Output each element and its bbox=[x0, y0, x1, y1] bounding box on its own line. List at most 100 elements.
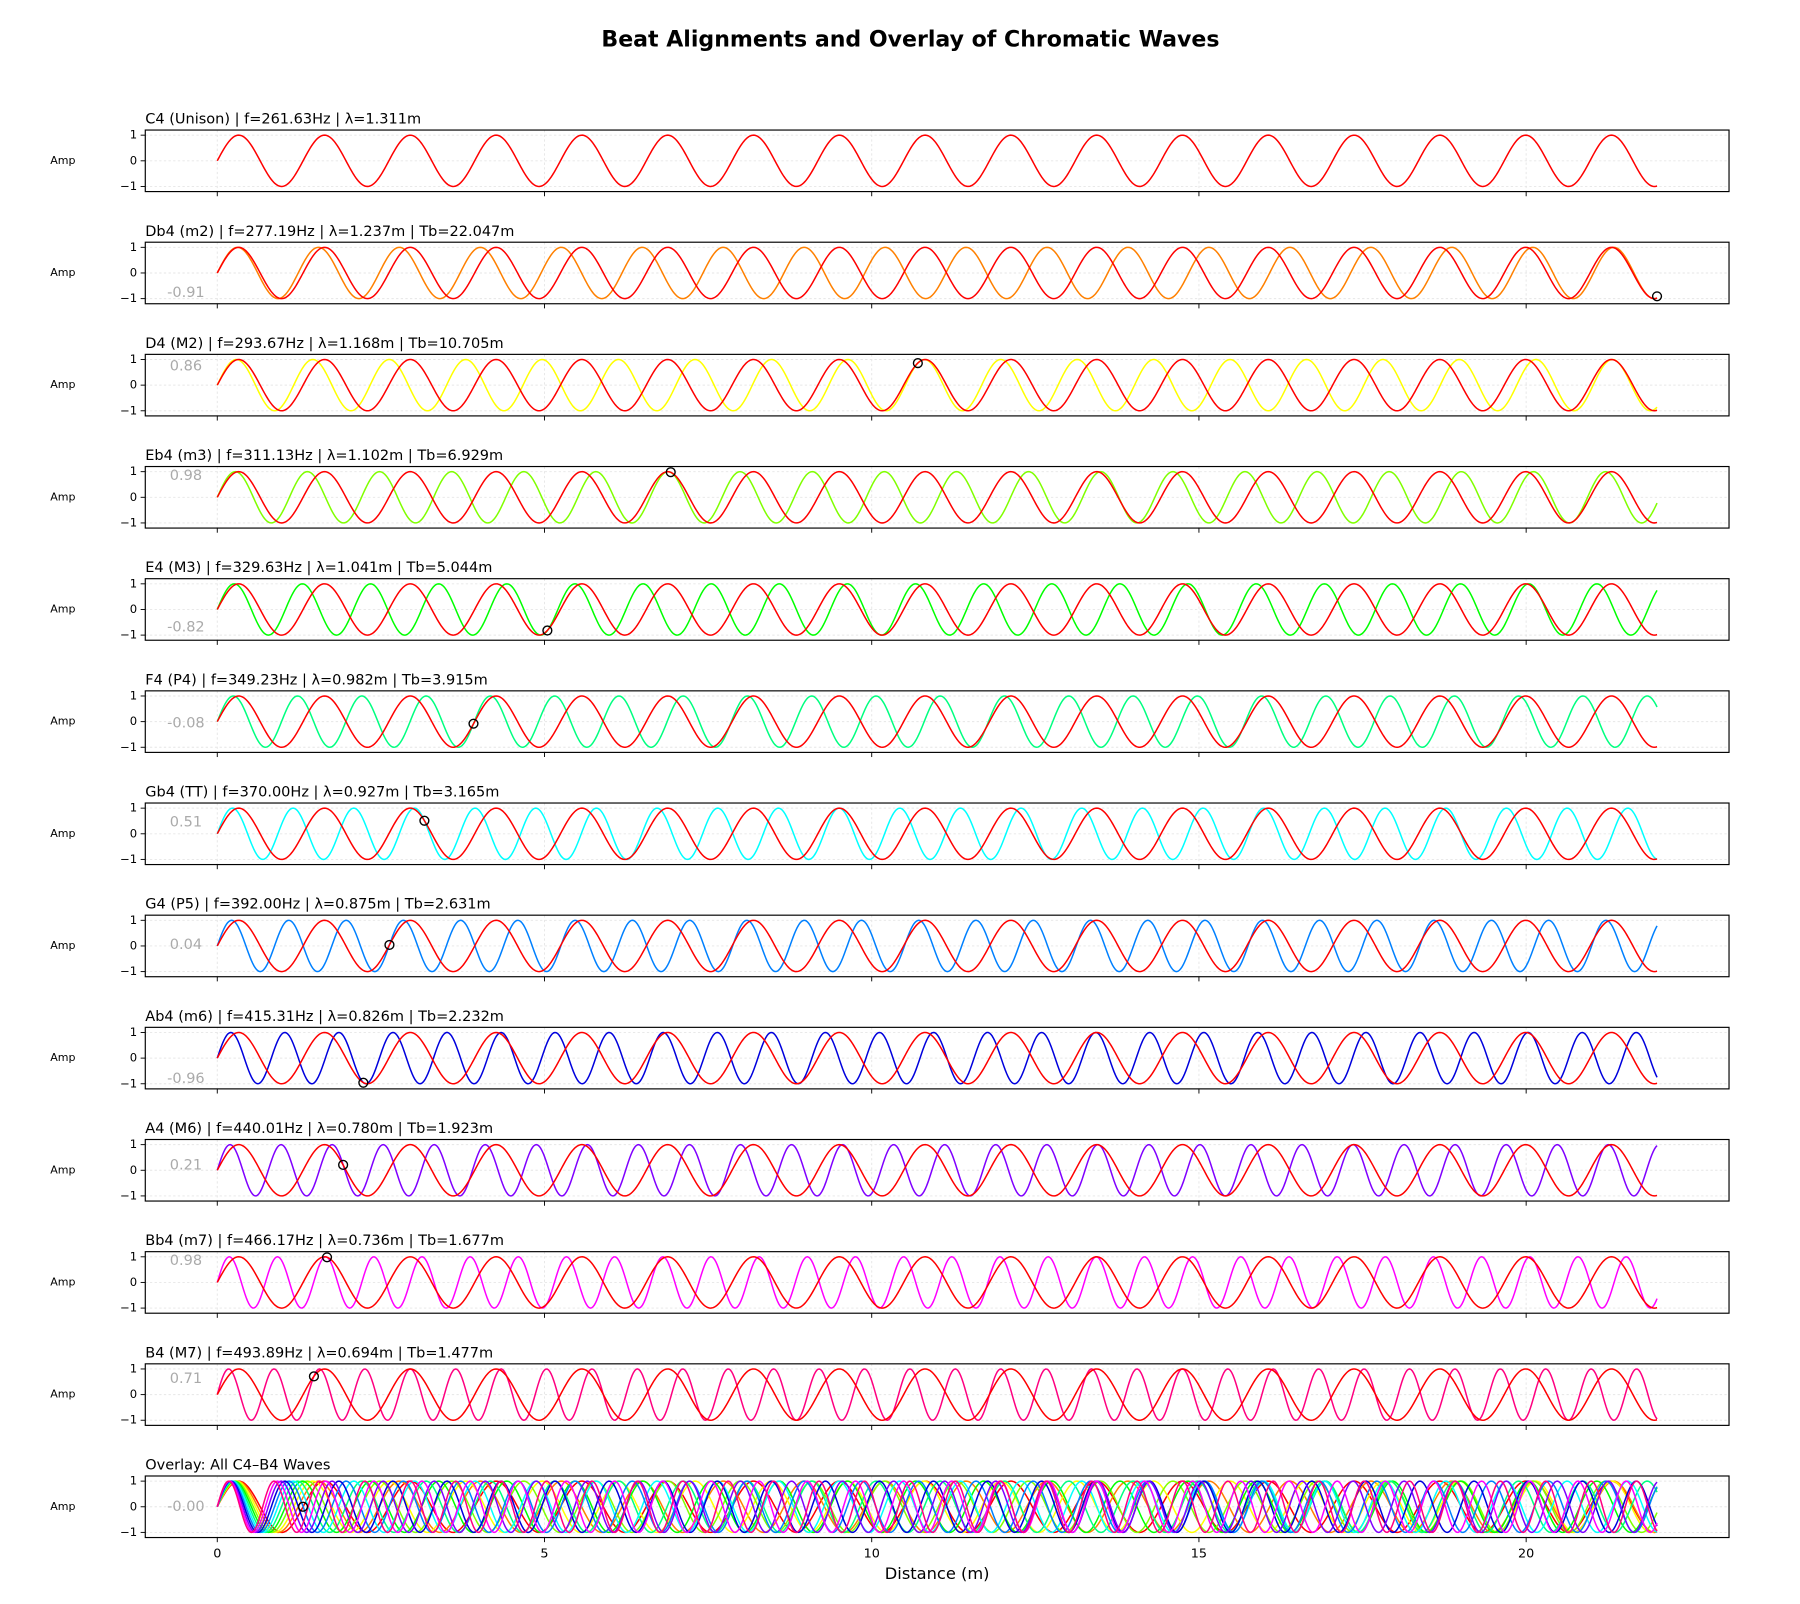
y-tick-label: 1 bbox=[130, 688, 137, 702]
y-tick-label: 0 bbox=[130, 1499, 137, 1513]
alignment-marker bbox=[419, 815, 430, 826]
subplot: Db4 (m2) | f=277.19Hz | λ=1.237m | Tb=22… bbox=[50, 224, 1730, 309]
y-axis-label: Amp bbox=[50, 939, 75, 952]
y-tick-label: −1 bbox=[120, 628, 137, 642]
y-tick-label: 1 bbox=[130, 464, 137, 478]
subplot: Eb4 (m3) | f=311.13Hz | λ=1.102m | Tb=6.… bbox=[50, 448, 1730, 533]
y-tick-label: −1 bbox=[120, 179, 137, 193]
wave-line bbox=[216, 1368, 1658, 1422]
subplot-title: F4 (P4) | f=349.23Hz | λ=0.982m | Tb=3.9… bbox=[145, 672, 488, 688]
y-axis-label: Amp bbox=[50, 1163, 75, 1176]
subplot: B4 (M7) | f=493.89Hz | λ=0.694m | Tb=1.4… bbox=[50, 1345, 1730, 1431]
subplot: Bb4 (m7) | f=466.17Hz | λ=0.736m | Tb=1.… bbox=[50, 1233, 1730, 1318]
subplot-title: Overlay: All C4–B4 Waves bbox=[145, 1458, 330, 1474]
axes-frame bbox=[144, 914, 1730, 978]
alignment-marker bbox=[358, 1077, 369, 1088]
x-axis-label: Distance (m) bbox=[885, 1564, 990, 1583]
wave-line bbox=[216, 583, 1658, 636]
subplot-title: Ab4 (m6) | f=415.31Hz | λ=0.826m | Tb=2.… bbox=[145, 1009, 504, 1025]
wave-line bbox=[216, 134, 1658, 188]
y-tick-label: 1 bbox=[130, 913, 137, 927]
axes-frame bbox=[144, 690, 1730, 753]
axes-frame bbox=[144, 578, 1730, 641]
y-tick-label: −1 bbox=[120, 740, 137, 754]
wave-line bbox=[216, 807, 1658, 861]
wave-line bbox=[216, 919, 1658, 973]
axes-frame bbox=[144, 1363, 1730, 1426]
y-axis-label: Amp bbox=[50, 827, 75, 840]
alignment-marker bbox=[1651, 291, 1663, 302]
y-tick-label: −1 bbox=[120, 1301, 137, 1315]
y-axis-label: Amp bbox=[50, 378, 75, 391]
axes-frame bbox=[144, 129, 1730, 193]
wave-line bbox=[216, 1480, 1658, 1534]
x-tick-label: 10 bbox=[864, 1546, 880, 1561]
y-tick-label: 1 bbox=[130, 801, 137, 815]
wave-line bbox=[216, 1256, 1658, 1309]
y-tick-label: −1 bbox=[120, 1525, 137, 1539]
alignment-marker bbox=[321, 1252, 333, 1263]
subplot: Gb4 (TT) | f=370.00Hz | λ=0.927m | Tb=3.… bbox=[50, 785, 1730, 870]
wave-line bbox=[216, 1480, 1658, 1534]
y-tick-label: −1 bbox=[120, 1413, 137, 1427]
y-tick-label: 0 bbox=[130, 826, 137, 840]
axes-frame bbox=[144, 1251, 1730, 1314]
wave-line bbox=[216, 470, 1658, 524]
y-tick-label: 1 bbox=[130, 128, 137, 142]
x-tick-label: 20 bbox=[1518, 1546, 1534, 1561]
y-tick-label: 0 bbox=[130, 490, 137, 504]
y-tick-label: 0 bbox=[130, 1387, 137, 1401]
axes-frame bbox=[144, 1138, 1730, 1202]
alignment-label: 0.21 bbox=[170, 1158, 202, 1174]
y-tick-label: −1 bbox=[120, 515, 137, 529]
alignment-label: 0.98 bbox=[170, 468, 202, 484]
y-axis-label: Amp bbox=[50, 715, 75, 728]
axes-frame bbox=[144, 1026, 1730, 1090]
y-axis-label: Amp bbox=[50, 1500, 75, 1513]
wave-line bbox=[216, 1256, 1658, 1309]
y-axis-label: Amp bbox=[50, 602, 75, 615]
y-tick-label: 1 bbox=[130, 1025, 137, 1039]
wave-line bbox=[216, 695, 1658, 749]
figure-title: Beat Alignments and Overlay of Chromatic… bbox=[601, 28, 1219, 53]
subplot: A4 (M6) | f=440.01Hz | λ=0.780m | Tb=1.9… bbox=[50, 1121, 1730, 1206]
alignment-marker bbox=[542, 625, 553, 636]
wave-line bbox=[216, 1031, 1658, 1085]
wave-line bbox=[216, 1480, 1658, 1534]
alignment-marker bbox=[338, 1159, 349, 1171]
subplot: G4 (P5) | f=392.00Hz | λ=0.875m | Tb=2.6… bbox=[50, 897, 1730, 982]
alignment-marker bbox=[665, 467, 676, 478]
subplot-title: Gb4 (TT) | f=370.00Hz | λ=0.927m | Tb=3.… bbox=[145, 785, 499, 801]
wave-line bbox=[216, 1480, 1658, 1534]
y-tick-label: 1 bbox=[130, 1474, 137, 1488]
subplot-title: Db4 (m2) | f=277.19Hz | λ=1.237m | Tb=22… bbox=[145, 224, 514, 240]
subplot: C4 (Unison) | f=261.63Hz | λ=1.311m Amp −1… bbox=[50, 112, 1730, 197]
wave-line bbox=[216, 695, 1658, 749]
wave-line bbox=[216, 919, 1658, 973]
wave-line bbox=[216, 807, 1658, 861]
wave-line bbox=[216, 246, 1658, 300]
axes-frame bbox=[144, 465, 1730, 529]
y-axis-label: Amp bbox=[50, 1388, 75, 1401]
subplot-title: Eb4 (m3) | f=311.13Hz | λ=1.102m | Tb=6.… bbox=[145, 448, 503, 464]
subplot-title: D4 (M2) | f=293.67Hz | λ=1.168m | Tb=10.… bbox=[145, 336, 503, 352]
axes-frame bbox=[144, 802, 1730, 866]
subplot-title: A4 (M6) | f=440.01Hz | λ=0.780m | Tb=1.9… bbox=[145, 1121, 493, 1137]
x-tick-label: 0 bbox=[213, 1546, 221, 1561]
subplot-title: B4 (M7) | f=493.89Hz | λ=0.694m | Tb=1.4… bbox=[145, 1345, 493, 1361]
wave-line bbox=[216, 470, 1658, 524]
wave-line bbox=[216, 1480, 1658, 1534]
y-axis-label: Amp bbox=[50, 1051, 75, 1064]
y-axis-label: Amp bbox=[50, 1275, 75, 1288]
y-tick-label: 0 bbox=[130, 602, 137, 616]
alignment-marker bbox=[468, 718, 479, 729]
y-tick-label: 0 bbox=[130, 1163, 137, 1177]
wave-line bbox=[216, 1143, 1658, 1197]
alignment-label: 0.98 bbox=[170, 1253, 202, 1269]
alignment-marker bbox=[297, 1501, 309, 1512]
y-tick-label: 0 bbox=[130, 265, 137, 279]
y-axis-label: Amp bbox=[50, 154, 75, 167]
wave-line bbox=[216, 1480, 1658, 1534]
alignment-label: -0.82 bbox=[167, 619, 205, 635]
